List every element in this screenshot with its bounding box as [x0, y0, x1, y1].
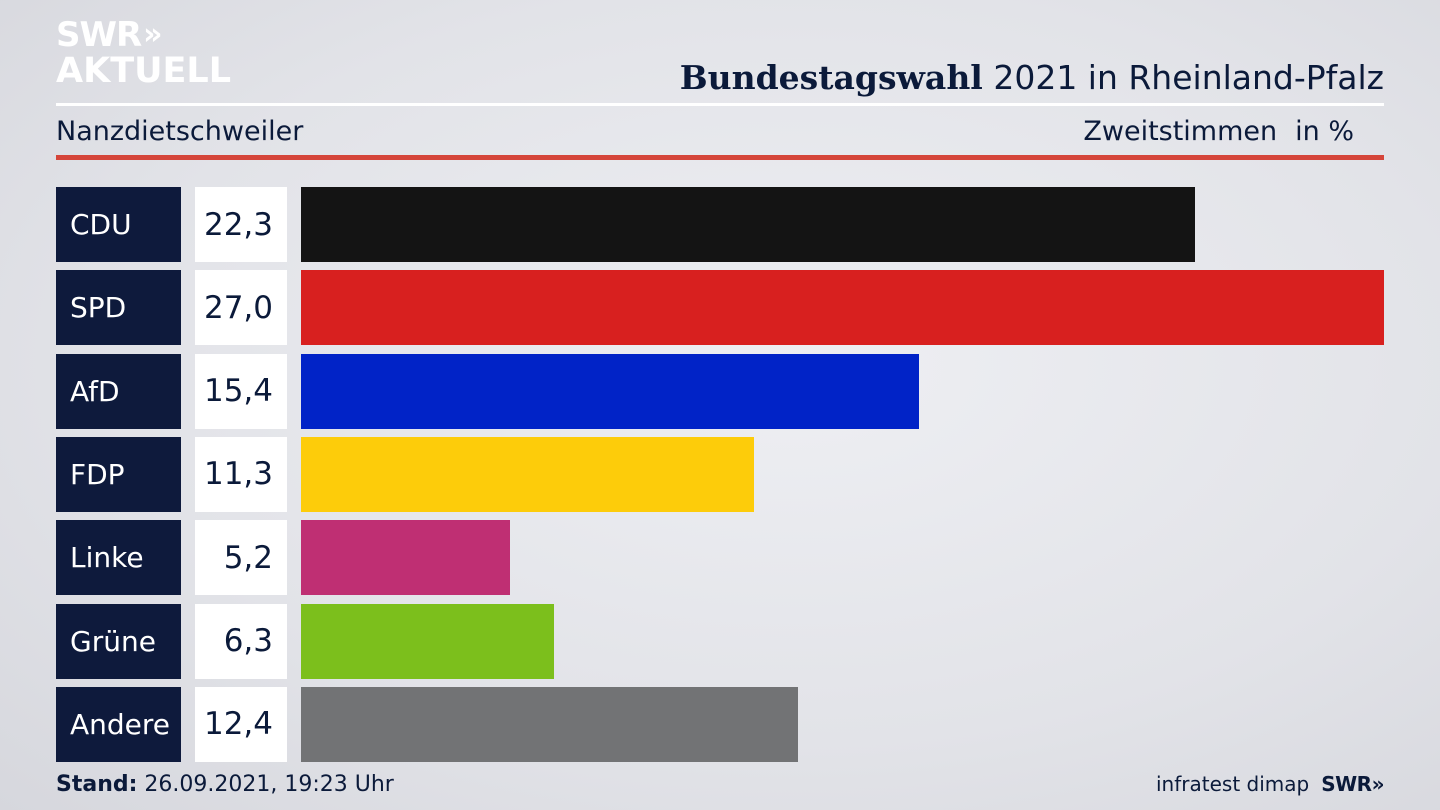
- logo-chevron-icon: »: [143, 17, 163, 52]
- bar: [301, 436, 755, 512]
- swr-small-logo: SWR»: [1321, 772, 1384, 796]
- metric-unit: in %: [1295, 116, 1354, 147]
- bar-row: FDP 11,3: [56, 436, 1384, 512]
- metric-name: Zweitstimmen: [1083, 116, 1278, 147]
- chart-title: Bundestagswahl 2021 in Rheinland-Pfalz: [680, 58, 1384, 97]
- bar: [301, 686, 799, 762]
- logo-swr-text: SWR: [56, 15, 142, 55]
- metric-label: Zweitstimmen in %: [1083, 116, 1354, 147]
- chart-title-rest: 2021 in Rheinland-Pfalz: [982, 58, 1384, 97]
- category-label: AfD: [56, 353, 181, 429]
- bar: [301, 520, 510, 596]
- bar-row: SPD 27,0: [56, 270, 1384, 346]
- data-label: 12,4: [195, 686, 287, 762]
- bar-row: Andere 12,4: [56, 686, 1384, 762]
- data-label: 22,3: [195, 187, 287, 262]
- bar-chart: CDU 22,3 SPD 27,0 AfD 15,4 FDP 11,3 Linke 5,2 Grün…: [56, 187, 1384, 762]
- swr-aktuell-logo: SWR» AKTUELL: [56, 18, 231, 89]
- timestamp: Stand: 26.09.2021, 19:23 Uhr: [56, 772, 394, 797]
- data-label: 15,4: [195, 353, 287, 429]
- source-name: infratest dimap: [1156, 772, 1310, 796]
- bar-row: Grüne 6,3: [56, 603, 1384, 679]
- location-label: Nanzdietschweiler: [56, 116, 304, 147]
- bar-row: CDU 22,3: [56, 187, 1384, 262]
- header-divider: [56, 103, 1384, 106]
- bar: [301, 353, 919, 429]
- category-label: CDU: [56, 187, 181, 262]
- data-label: 5,2: [195, 520, 287, 596]
- bar: [301, 603, 554, 679]
- logo-line-2: AKTUELL: [56, 51, 232, 91]
- chart-title-strong: Bundestagswahl: [679, 58, 983, 97]
- accent-divider: [56, 155, 1384, 160]
- category-label: SPD: [56, 270, 181, 346]
- category-label: Andere: [56, 686, 181, 762]
- bar-row: AfD 15,4: [56, 353, 1384, 429]
- source-credit: infratest dimap SWR»: [1156, 772, 1384, 796]
- timestamp-value: 26.09.2021, 19:23 Uhr: [137, 772, 394, 797]
- data-label: 6,3: [195, 603, 287, 679]
- category-label: Grüne: [56, 603, 181, 679]
- bar-row: Linke 5,2: [56, 520, 1384, 596]
- bar: [301, 270, 1384, 346]
- category-label: Linke: [56, 520, 181, 596]
- data-label: 27,0: [195, 270, 287, 346]
- data-label: 11,3: [195, 436, 287, 512]
- category-label: FDP: [56, 436, 181, 512]
- timestamp-label: Stand:: [56, 772, 138, 797]
- bar: [301, 187, 1196, 262]
- logo-line-1: SWR»: [56, 18, 231, 52]
